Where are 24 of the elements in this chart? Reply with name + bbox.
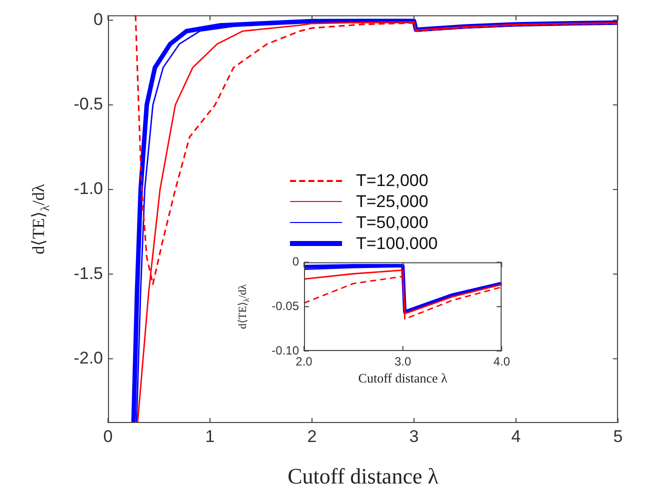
legend-label: T=12,000 [356, 170, 428, 190]
x-tick-label: 3.0 [394, 354, 412, 369]
x-tick-label: 3 [409, 426, 419, 446]
x-tick-label: 1 [205, 426, 215, 446]
y-tick-label: -1.0 [74, 179, 103, 198]
y-tick-label: 0 [292, 254, 300, 269]
x-tick-label: 4.0 [493, 354, 510, 369]
legend-label: T=25,000 [356, 192, 428, 212]
legend-label: T=100,000 [356, 234, 438, 254]
x-tick-label: 2 [307, 426, 317, 446]
x-tick-label: 2.0 [296, 354, 313, 369]
x-tick-label: 4 [511, 426, 521, 446]
y-tick-label: -1.5 [74, 264, 103, 283]
legend-label: T=50,000 [356, 212, 428, 232]
x-tick-label: 5 [613, 426, 623, 446]
y-tick-label: 0 [94, 10, 103, 29]
y-axis-title: d⟨TE⟩λ/dλ [28, 183, 52, 254]
y-axis-title: d⟨TE⟩λ/dλ [236, 284, 252, 329]
y-tick-label: -0.10 [272, 343, 300, 358]
y-tick-label: -2.0 [74, 348, 103, 368]
y-tick-label: -0.5 [74, 94, 103, 114]
x-axis-title: Cutoff distance λ [288, 464, 439, 489]
y-tick-label: -0.05 [272, 298, 300, 313]
x-axis-title: Cutoff distance λ [358, 370, 448, 386]
